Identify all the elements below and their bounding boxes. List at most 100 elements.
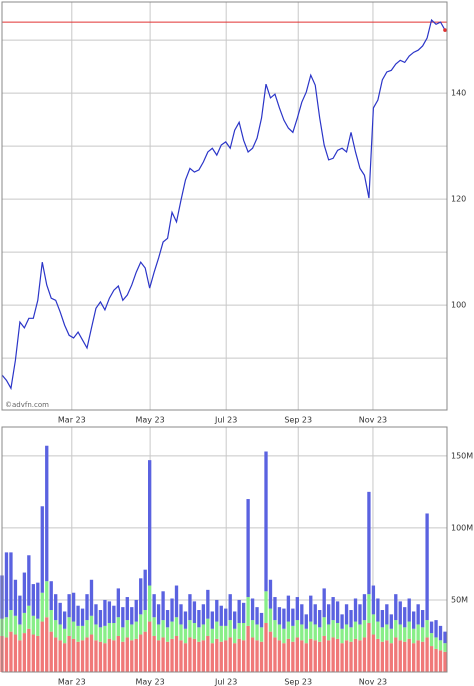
- volume-bar: [385, 604, 389, 625]
- volume-bar: [286, 621, 291, 639]
- volume-bar: [9, 610, 13, 632]
- volume-bar: [31, 615, 35, 635]
- volume-bar: [170, 621, 174, 639]
- volume-bar: [322, 617, 326, 636]
- volume-bar: [264, 623, 268, 672]
- volume-bar: [125, 620, 129, 638]
- volume-bar: [340, 643, 344, 672]
- volume-bar: [344, 624, 349, 641]
- x-tick-label: Sep 23: [284, 416, 312, 425]
- volume-bar: [85, 637, 89, 672]
- volume-bar: [443, 631, 447, 644]
- volume-bar: [76, 641, 80, 672]
- volume-bar: [291, 641, 295, 672]
- volume-bar: [335, 623, 340, 639]
- volume-bar: [188, 637, 192, 672]
- volume-bar: [443, 643, 447, 652]
- volume-bar: [273, 597, 277, 621]
- volume-bar: [385, 624, 389, 641]
- volume-bar: [371, 634, 376, 672]
- x-tick-label: Nov 23: [359, 416, 387, 425]
- volume-bar: [237, 623, 241, 639]
- volume-bar: [107, 601, 112, 623]
- volume-bar: [134, 638, 138, 672]
- volume-bar: [282, 628, 286, 644]
- volume-bar: [358, 624, 362, 641]
- volume-bar: [71, 621, 76, 639]
- volume-bar: [206, 589, 210, 619]
- volume-bar: [165, 641, 170, 672]
- volume-bar: [407, 598, 411, 622]
- volume-bar: [286, 595, 291, 622]
- volume-bar: [241, 640, 246, 672]
- volume-bar: [412, 628, 416, 644]
- volume-bar: [188, 594, 192, 621]
- volume-bar: [80, 625, 85, 641]
- volume-bar: [389, 643, 393, 672]
- volume-bar: [170, 598, 174, 622]
- volume-bar: [403, 607, 407, 628]
- volume-bar: [215, 638, 219, 672]
- volume-bar: [13, 579, 18, 616]
- volume-bar: [295, 597, 299, 621]
- volume-bar: [201, 624, 206, 641]
- volume-bar: [201, 640, 206, 672]
- volume-bar: [58, 640, 62, 672]
- volume-bar: [264, 591, 268, 623]
- volume-bar: [407, 638, 411, 672]
- volume-bar: [420, 610, 425, 628]
- volume-bar: [49, 610, 53, 632]
- volume-bar: [116, 635, 121, 672]
- volume-bar: [89, 579, 94, 616]
- volume-bar: [349, 641, 353, 672]
- volume-bar: [367, 623, 371, 672]
- volume-bar: [80, 640, 85, 672]
- volume-bar: [246, 499, 250, 598]
- volume-bar: [188, 620, 192, 638]
- volume-bar: [98, 610, 103, 628]
- volume-bar: [36, 582, 40, 619]
- volume-bar: [237, 599, 241, 623]
- volume-bar: [116, 617, 121, 636]
- volume-bar: [380, 641, 385, 672]
- volume-bar: [367, 491, 371, 595]
- volume-bar: [183, 643, 188, 672]
- volume-bar: [389, 628, 393, 644]
- volume-bar: [40, 592, 44, 622]
- volume-bar: [98, 641, 103, 672]
- volume-bar: [103, 599, 107, 626]
- volume-bar: [309, 638, 313, 672]
- volume-bar: [425, 637, 429, 672]
- volume-bar: [125, 597, 129, 621]
- volume-bar: [318, 627, 322, 642]
- volume-bar: [241, 602, 246, 623]
- volume-bar: [371, 585, 376, 615]
- volume-bar: [76, 605, 80, 626]
- volume-bar: [416, 604, 420, 625]
- volume-bar: [130, 607, 134, 625]
- volume-bar: [326, 640, 331, 672]
- volume-bar: [215, 621, 219, 639]
- volume-bar: [233, 611, 237, 629]
- x-tick-label: May 23: [135, 416, 164, 425]
- volume-bar: [362, 594, 367, 621]
- y-tick-label: 150M: [451, 451, 473, 460]
- volume-bar: [161, 620, 165, 638]
- volume-bar: [259, 641, 264, 672]
- volume-bar: [286, 638, 291, 672]
- volume-bar: [134, 599, 138, 622]
- x-tick-label: Sep 23: [284, 678, 312, 686]
- watermark: ©advfn.com: [5, 401, 49, 409]
- volume-bar: [192, 638, 197, 672]
- volume-bar: [219, 625, 223, 642]
- x-tick-label: May 23: [135, 678, 164, 686]
- volume-bar: [179, 604, 183, 625]
- volume-bar: [121, 641, 125, 672]
- volume-bar: [13, 615, 18, 635]
- volume-bar: [152, 617, 156, 636]
- volume-bar: [358, 604, 362, 625]
- volume-bar: [273, 620, 277, 638]
- volume-bar: [233, 643, 237, 672]
- y-tick-label: 100: [451, 301, 466, 310]
- volume-bar: [148, 585, 152, 622]
